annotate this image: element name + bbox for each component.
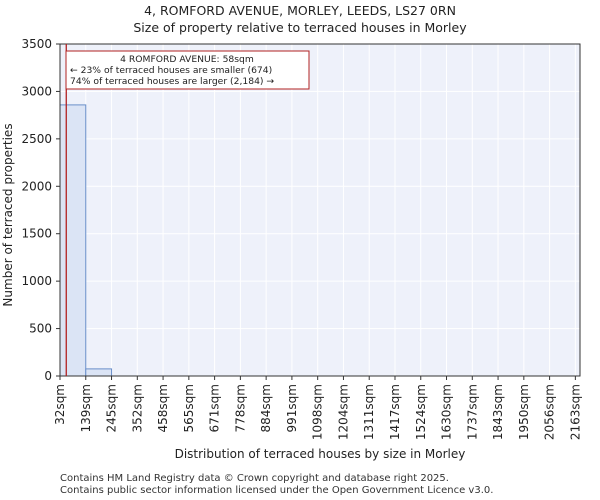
x-tick-label: 1098sqm — [311, 384, 325, 440]
x-tick-label: 1524sqm — [414, 384, 428, 440]
annotation-line-3: 74% of terraced houses are larger (2,184… — [70, 76, 274, 87]
plot-frame — [59, 43, 581, 377]
y-axis-label: Number of terraced properties — [1, 123, 15, 306]
x-tick-label: 352sqm — [130, 384, 144, 432]
y-tick-label: 500 — [29, 322, 52, 336]
y-tick-label: 3000 — [21, 84, 52, 98]
y-tick-label: 0 — [44, 369, 52, 383]
grid-lines — [59, 43, 580, 377]
annotation-line-2: ← 23% of terraced houses are smaller (67… — [70, 65, 272, 76]
annotation-line-1: 4 ROMFORD AVENUE: 58sqm — [120, 54, 254, 65]
x-tick-label: 458sqm — [156, 384, 170, 432]
x-axis-ticks: 32sqm 139sqm 245sqm 352sqm 458sqm 565sqm 671sq… — [53, 376, 582, 440]
x-tick-label: 1630sqm — [440, 384, 454, 440]
x-tick-label: 1204sqm — [336, 384, 350, 440]
x-tick-label: 139sqm — [79, 384, 93, 432]
x-tick-label: 32sqm — [53, 384, 67, 425]
plot-background — [60, 44, 580, 376]
x-tick-label: 1950sqm — [517, 384, 531, 440]
x-tick-label: 1737sqm — [465, 384, 479, 440]
bars — [59, 104, 113, 377]
x-tick-label: 778sqm — [233, 384, 247, 432]
histogram-bar — [59, 104, 87, 377]
x-tick-label: 1417sqm — [388, 384, 402, 440]
histogram-bar — [85, 368, 113, 377]
x-tick-label: 1843sqm — [491, 384, 505, 440]
x-tick-label: 565sqm — [182, 384, 196, 432]
chart-subtitle: Size of property relative to terraced ho… — [133, 20, 467, 35]
y-axis-ticks: 0 500 1000 1500 2000 2500 3000 3500 — [21, 37, 60, 383]
y-tick-label: 2000 — [21, 179, 52, 193]
x-tick-label: 1311sqm — [362, 384, 376, 440]
annotation-box — [65, 50, 310, 90]
y-tick-label: 3500 — [21, 37, 52, 51]
y-tick-label: 2500 — [21, 132, 52, 146]
x-tick-label: 671sqm — [208, 384, 222, 432]
x-axis-label: Distribution of terraced houses by size … — [175, 447, 466, 461]
x-tick-label: 884sqm — [259, 384, 273, 432]
x-tick-label: 991sqm — [285, 384, 299, 432]
footer-line-1: Contains HM Land Registry data © Crown c… — [60, 473, 449, 484]
x-tick-label: 2056sqm — [543, 384, 557, 440]
x-tick-label: 245sqm — [105, 384, 119, 432]
y-tick-label: 1000 — [21, 274, 52, 288]
y-tick-label: 1500 — [21, 227, 52, 241]
x-tick-label: 2163sqm — [568, 384, 582, 440]
chart-title: 4, ROMFORD AVENUE, MORLEY, LEEDS, LS27 0… — [144, 3, 456, 18]
footer-line-2: Contains public sector information licen… — [60, 485, 493, 496]
